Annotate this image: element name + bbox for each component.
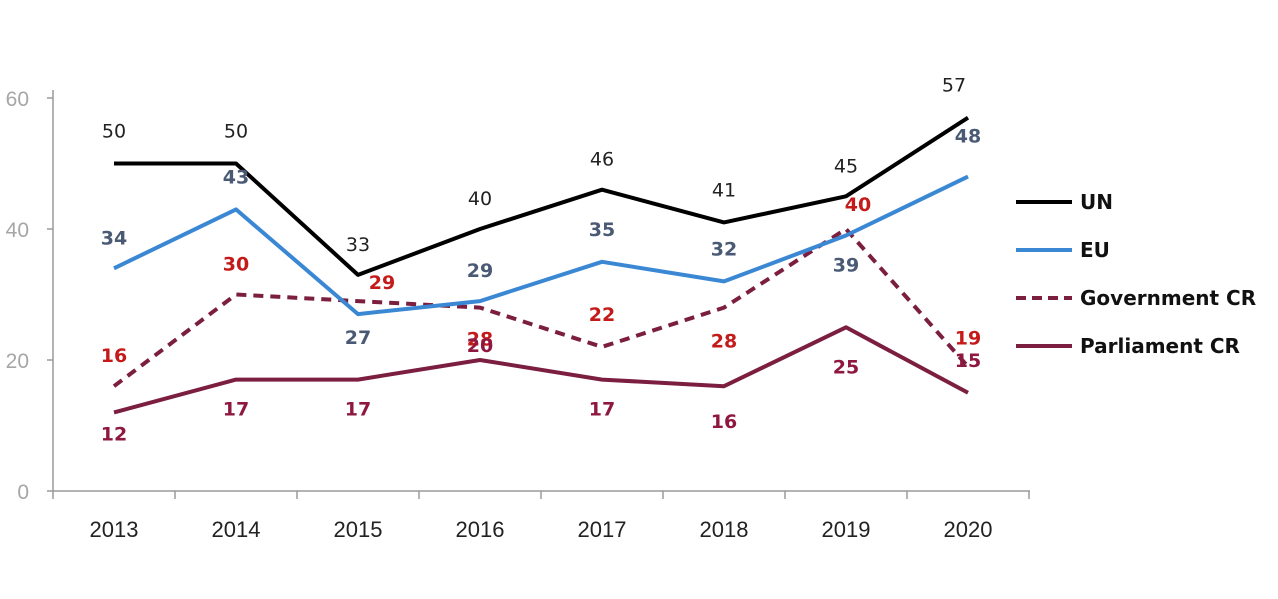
x-tick-label: 2018 (700, 517, 749, 542)
legend-label-government-cr: Government CR (1080, 286, 1257, 310)
data-label-eu: 32 (711, 238, 737, 260)
data-label-eu: 27 (345, 327, 371, 349)
y-tick-label: 20 (6, 350, 29, 373)
data-label-eu: 43 (223, 166, 249, 188)
y-tick-label: 60 (6, 88, 29, 111)
data-label-government-cr: 22 (589, 304, 615, 326)
data-label-un: 41 (712, 179, 736, 201)
data-label-eu: 35 (589, 219, 615, 241)
data-label-government-cr: 29 (369, 272, 395, 294)
legend: UN EU Government CR Parliament CR (1014, 178, 1256, 370)
x-tick-label: 2013 (90, 517, 139, 542)
legend-swatch-parliament-cr (1016, 344, 1072, 348)
data-label-eu: 39 (833, 255, 859, 277)
legend-swatch-government-cr (1016, 296, 1072, 300)
data-label-un: 46 (590, 149, 614, 171)
legend-item-eu: EU (1014, 226, 1256, 274)
data-label-parliament-cr: 17 (589, 399, 615, 421)
data-label-eu: 34 (101, 227, 127, 249)
legend-label-parliament-cr: Parliament CR (1080, 334, 1240, 358)
y-tick-label: 0 (17, 481, 29, 504)
data-label-government-cr: 30 (223, 254, 249, 276)
legend-item-parliament-cr: Parliament CR (1014, 322, 1256, 370)
data-label-un: 50 (102, 121, 126, 143)
data-label-parliament-cr: 17 (345, 399, 371, 421)
x-tick-label: 2014 (212, 517, 261, 542)
data-label-parliament-cr: 12 (101, 423, 127, 445)
x-tick-label: 2015 (334, 517, 383, 542)
data-label-parliament-cr: 17 (223, 399, 249, 421)
data-label-government-cr: 40 (845, 194, 871, 216)
x-tick-label: 2020 (944, 517, 993, 542)
data-label-parliament-cr: 15 (955, 350, 981, 372)
data-label-un: 50 (224, 121, 248, 143)
series-line-eu (113, 174, 969, 317)
data-label-government-cr: 28 (467, 329, 493, 351)
legend-swatch-un (1016, 200, 1072, 204)
legend-item-government-cr: Government CR (1014, 274, 1256, 322)
x-tick-label: 2017 (578, 517, 627, 542)
series-line-parliament-cr (113, 325, 969, 415)
data-label-eu: 48 (955, 126, 981, 148)
data-label-parliament-cr: 16 (711, 411, 737, 433)
legend-label-un: UN (1080, 190, 1113, 214)
data-label-un: 33 (346, 234, 370, 256)
x-tick-label: 2016 (456, 517, 505, 542)
legend-label-eu: EU (1080, 238, 1110, 262)
data-label-un: 57 (942, 75, 966, 97)
data-label-government-cr: 19 (955, 328, 981, 350)
data-label-parliament-cr: 20 (467, 335, 493, 357)
series-line-un (114, 116, 970, 277)
legend-item-un: UN (1014, 178, 1256, 226)
data-label-eu: 29 (467, 260, 493, 282)
data-label-parliament-cr: 25 (833, 356, 859, 378)
data-label-government-cr: 16 (101, 345, 127, 367)
data-label-un: 45 (834, 155, 858, 177)
data-label-un: 40 (468, 188, 492, 210)
x-tick-label: 2019 (822, 517, 871, 542)
legend-swatch-eu (1016, 248, 1072, 252)
y-tick-label: 40 (6, 219, 29, 242)
data-label-government-cr: 28 (711, 331, 737, 353)
